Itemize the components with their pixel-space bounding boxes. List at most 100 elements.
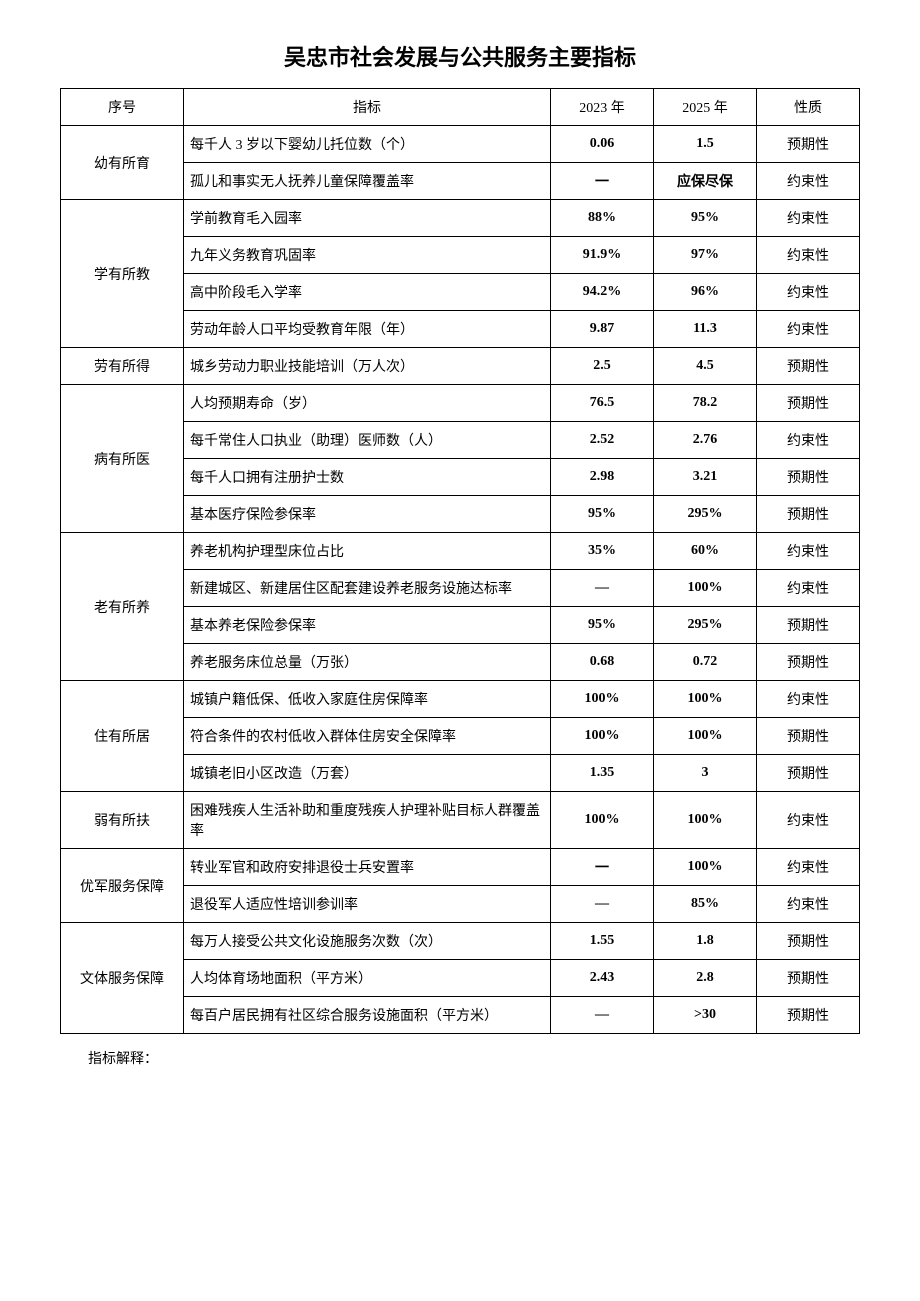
nature-cell: 预期性 <box>757 459 860 496</box>
nature-cell: 约束性 <box>757 886 860 923</box>
nature-cell: 约束性 <box>757 200 860 237</box>
nature-cell: 约束性 <box>757 570 860 607</box>
table-row: 学有所教学前教育毛入园率88%95%约束性 <box>61 200 860 237</box>
nature-cell: 预期性 <box>757 385 860 422</box>
year-2023-cell: 88% <box>551 200 654 237</box>
indicator-cell: 养老服务床位总量（万张） <box>184 644 551 681</box>
year-2025-cell: 2.8 <box>654 960 757 997</box>
year-2025-cell: 1.5 <box>654 126 757 163</box>
year-2023-cell: 35% <box>551 533 654 570</box>
year-2023-cell: 2.5 <box>551 348 654 385</box>
year-2025-cell: 295% <box>654 496 757 533</box>
nature-cell: 约束性 <box>757 163 860 200</box>
year-2023-cell: 76.5 <box>551 385 654 422</box>
nature-cell: 预期性 <box>757 718 860 755</box>
year-2025-cell: 11.3 <box>654 311 757 348</box>
category-cell: 幼有所育 <box>61 126 184 200</box>
table-row: 病有所医人均预期寿命（岁）76.578.2预期性 <box>61 385 860 422</box>
indicator-cell: 退役军人适应性培训参训率 <box>184 886 551 923</box>
table-row: 优军服务保障转业军官和政府安排退役士兵安置率一100%约束性 <box>61 849 860 886</box>
year-2025-cell: 应保尽保 <box>654 163 757 200</box>
indicator-cell: 每百户居民拥有社区综合服务设施面积（平方米） <box>184 997 551 1034</box>
nature-cell: 约束性 <box>757 849 860 886</box>
header-nature: 性质 <box>757 89 860 126</box>
indicator-cell: 每万人接受公共文化设施服务次数（次） <box>184 923 551 960</box>
indicator-cell: 城镇老旧小区改造（万套） <box>184 755 551 792</box>
table-row: 幼有所育每千人 3 岁以下婴幼儿托位数（个）0.061.5预期性 <box>61 126 860 163</box>
nature-cell: 约束性 <box>757 681 860 718</box>
category-cell: 文体服务保障 <box>61 923 184 1034</box>
year-2025-cell: 2.76 <box>654 422 757 459</box>
indicator-cell: 每千常住人口执业（助理）医师数（人） <box>184 422 551 459</box>
year-2023-cell: 9.87 <box>551 311 654 348</box>
year-2023-cell: — <box>551 570 654 607</box>
year-2025-cell: 100% <box>654 681 757 718</box>
year-2023-cell: 2.98 <box>551 459 654 496</box>
category-cell: 病有所医 <box>61 385 184 533</box>
indicator-cell: 高中阶段毛入学率 <box>184 274 551 311</box>
nature-cell: 预期性 <box>757 607 860 644</box>
year-2023-cell: — <box>551 886 654 923</box>
indicator-cell: 转业军官和政府安排退役士兵安置率 <box>184 849 551 886</box>
indicator-cell: 每千人 3 岁以下婴幼儿托位数（个） <box>184 126 551 163</box>
year-2023-cell: 95% <box>551 607 654 644</box>
nature-cell: 约束性 <box>757 311 860 348</box>
category-cell: 住有所居 <box>61 681 184 792</box>
nature-cell: 约束性 <box>757 237 860 274</box>
nature-cell: 约束性 <box>757 533 860 570</box>
nature-cell: 约束性 <box>757 792 860 849</box>
header-year-2025: 2025 年 <box>654 89 757 126</box>
table-row: 老有所养养老机构护理型床位占比35%60%约束性 <box>61 533 860 570</box>
indicator-cell: 人均预期寿命（岁） <box>184 385 551 422</box>
nature-cell: 预期性 <box>757 126 860 163</box>
table-header-row: 序号 指标 2023 年 2025 年 性质 <box>61 89 860 126</box>
year-2025-cell: 0.72 <box>654 644 757 681</box>
header-indicator: 指标 <box>184 89 551 126</box>
year-2025-cell: 100% <box>654 570 757 607</box>
header-year-2023: 2023 年 <box>551 89 654 126</box>
indicator-cell: 困难残疾人生活补助和重度残疾人护理补贴目标人群覆盖率 <box>184 792 551 849</box>
indicator-cell: 孤儿和事实无人抚养儿童保障覆盖率 <box>184 163 551 200</box>
nature-cell: 预期性 <box>757 755 860 792</box>
indicator-cell: 人均体育场地面积（平方米） <box>184 960 551 997</box>
year-2025-cell: 100% <box>654 792 757 849</box>
nature-cell: 预期性 <box>757 496 860 533</box>
year-2025-cell: 97% <box>654 237 757 274</box>
category-cell: 优军服务保障 <box>61 849 184 923</box>
table-row: 劳有所得城乡劳动力职业技能培训（万人次）2.54.5预期性 <box>61 348 860 385</box>
year-2025-cell: 1.8 <box>654 923 757 960</box>
category-cell: 弱有所扶 <box>61 792 184 849</box>
category-cell: 学有所教 <box>61 200 184 348</box>
indicator-cell: 每千人口拥有注册护士数 <box>184 459 551 496</box>
footnote-label: 指标解释： <box>60 1048 860 1068</box>
nature-cell: 预期性 <box>757 997 860 1034</box>
nature-cell: 预期性 <box>757 348 860 385</box>
indicator-cell: 学前教育毛入园率 <box>184 200 551 237</box>
year-2025-cell: >30 <box>654 997 757 1034</box>
year-2023-cell: — <box>551 997 654 1034</box>
year-2023-cell: 91.9% <box>551 237 654 274</box>
year-2025-cell: 3.21 <box>654 459 757 496</box>
nature-cell: 预期性 <box>757 923 860 960</box>
year-2025-cell: 60% <box>654 533 757 570</box>
year-2025-cell: 3 <box>654 755 757 792</box>
nature-cell: 预期性 <box>757 644 860 681</box>
page-title: 吴忠市社会发展与公共服务主要指标 <box>60 40 860 72</box>
table-row: 弱有所扶困难残疾人生活补助和重度残疾人护理补贴目标人群覆盖率100%100%约束… <box>61 792 860 849</box>
year-2023-cell: 1.35 <box>551 755 654 792</box>
indicator-cell: 劳动年龄人口平均受教育年限（年） <box>184 311 551 348</box>
year-2023-cell: 1.55 <box>551 923 654 960</box>
category-cell: 老有所养 <box>61 533 184 681</box>
table-row: 文体服务保障每万人接受公共文化设施服务次数（次）1.551.8预期性 <box>61 923 860 960</box>
indicator-cell: 基本养老保险参保率 <box>184 607 551 644</box>
indicator-cell: 九年义务教育巩固率 <box>184 237 551 274</box>
year-2023-cell: 94.2% <box>551 274 654 311</box>
indicator-cell: 符合条件的农村低收入群体住房安全保障率 <box>184 718 551 755</box>
category-cell: 劳有所得 <box>61 348 184 385</box>
year-2023-cell: 95% <box>551 496 654 533</box>
indicator-cell: 养老机构护理型床位占比 <box>184 533 551 570</box>
indicator-cell: 城乡劳动力职业技能培训（万人次） <box>184 348 551 385</box>
nature-cell: 约束性 <box>757 274 860 311</box>
header-seq: 序号 <box>61 89 184 126</box>
year-2025-cell: 95% <box>654 200 757 237</box>
